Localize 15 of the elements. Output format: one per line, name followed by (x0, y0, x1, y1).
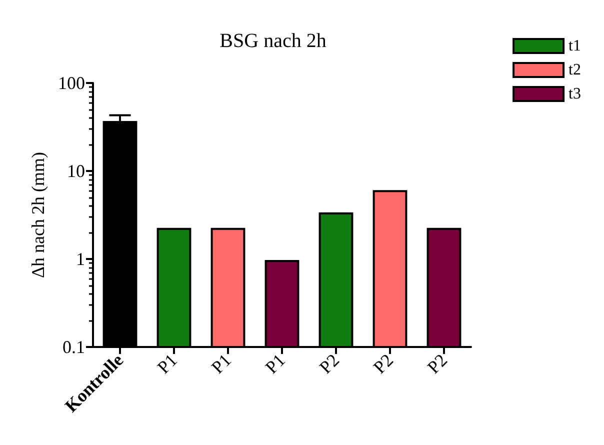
x-tick-label: P1 (207, 350, 236, 378)
x-tick-label: P1 (261, 350, 290, 378)
chart-title: BSG nach 2h (220, 30, 326, 52)
x-tick-label: P2 (369, 350, 398, 378)
y-axis-title: Δh nach 2h (mm) (28, 152, 48, 278)
y-tick-label: 100 (58, 73, 85, 93)
x-tick-label: P2 (315, 350, 344, 378)
legend-label: t2 (568, 62, 582, 78)
y-tick-label: 1 (76, 249, 85, 269)
x-tick-label: P1 (153, 350, 182, 378)
y-tick-label: 10 (67, 161, 85, 181)
x-tick-label: P2 (423, 350, 452, 378)
legend-label: t3 (568, 86, 582, 102)
y-tick-label: 0.1 (62, 337, 85, 357)
legend-label: t1 (568, 38, 582, 54)
